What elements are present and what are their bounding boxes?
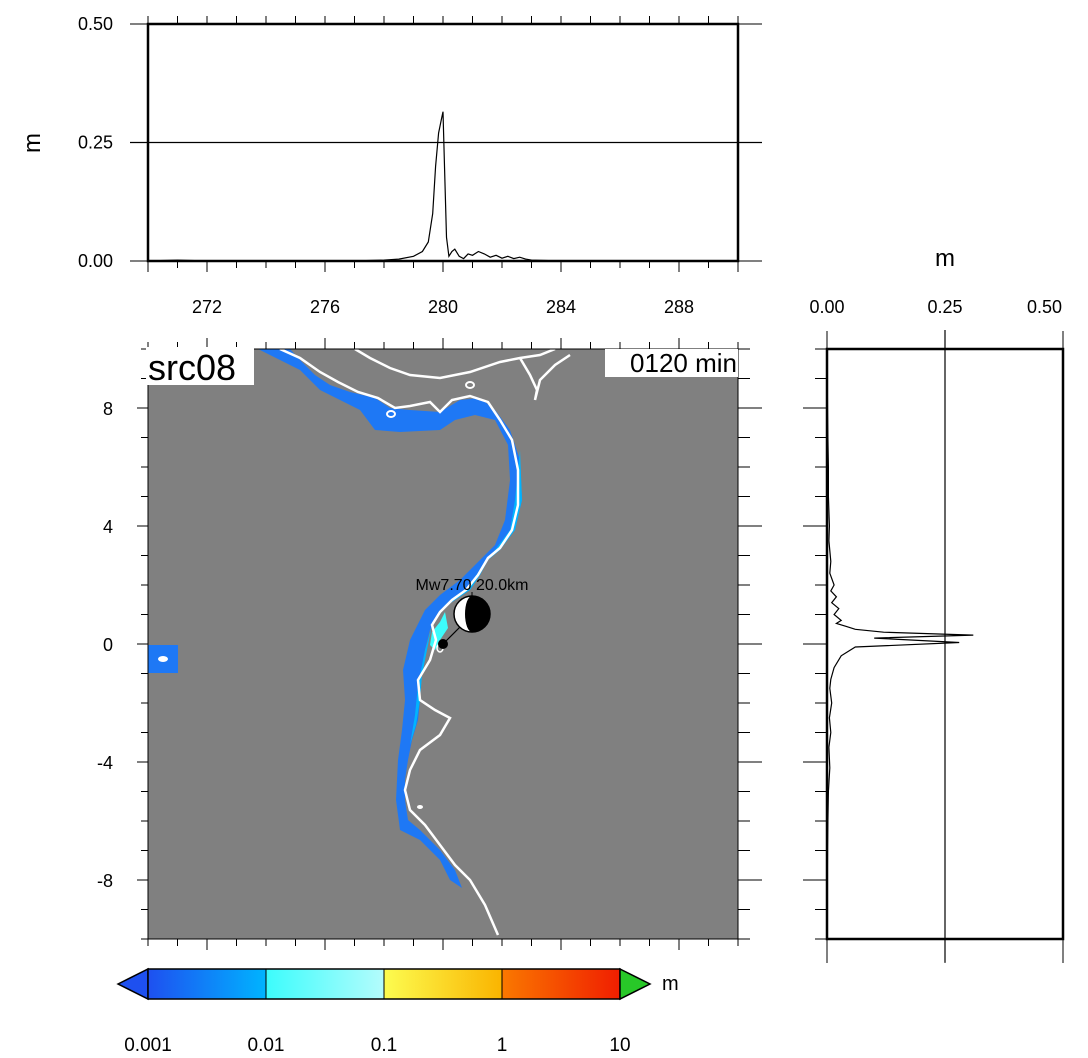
colorbar-under-arrow (116, 967, 149, 1001)
map-y-tick-label: 8 (103, 399, 113, 419)
side-profile-x-tick-label: 0.25 (927, 297, 962, 317)
side-profile-ticks (803, 331, 1064, 963)
colorbar-segment-2 (266, 969, 384, 999)
colorbar-segment-1 (148, 969, 266, 999)
top-profile-x-tick-label: 284 (546, 297, 576, 317)
map-y-tick-label: -4 (97, 753, 113, 773)
wave-band-peak (430, 612, 448, 650)
island-south (417, 805, 423, 809)
wave-patch-west-island (158, 656, 168, 662)
map-y-tick-label: -8 (97, 871, 113, 891)
top-profile-ylabel: m (19, 133, 46, 153)
colorbar-tick-label: 0.001 (124, 1035, 172, 1056)
side-profile-x-tick-label: 0.50 (1027, 297, 1062, 317)
top-profile-y-tick-label: 0.25 (78, 133, 113, 153)
side-profile-x-tick-label: 0.00 (809, 297, 844, 317)
top-profile-tick-labels: 272 276 280 284 288 0.00 0.25 0.50 (78, 14, 694, 317)
event-label: Mw7.70 20.0km (416, 577, 529, 594)
map-y-tick-label: 4 (103, 517, 113, 537)
colorbar-tick-label: 0.01 (248, 1035, 285, 1056)
colorbar-tick-label: 10 (609, 1035, 630, 1056)
top-profile-x-tick-label: 276 (310, 297, 340, 317)
source-label-box (146, 347, 254, 385)
time-label-box (605, 349, 738, 377)
map-ticks (137, 338, 762, 950)
coastline-north (354, 349, 556, 380)
top-profile-frame (146, 22, 740, 263)
side-profile-xlabel: m (935, 245, 955, 272)
beachball-icon (453, 595, 491, 633)
colorbar-unit: m (662, 973, 679, 995)
top-profile-y-tick-label: 0.00 (78, 251, 113, 271)
colorbar-segment-4 (502, 969, 620, 999)
time-label: 0120 min (630, 348, 737, 378)
top-profile-x-tick-label: 280 (428, 297, 458, 317)
colorbar: m 0.001 0.01 0.1 1 10 (116, 967, 679, 1056)
colorbar-tick-labels: 0.001 0.01 0.1 1 10 (124, 1035, 630, 1056)
coastline-main (279, 349, 520, 936)
top-profile-x-tick-label: 288 (664, 297, 694, 317)
map-y-tick-label: 0 (103, 635, 113, 655)
map-tick-labels: 8 4 0 -4 -8 (97, 399, 113, 891)
top-profile-y-tick-label: 0.50 (78, 14, 113, 34)
island-north-1 (386, 410, 396, 418)
coastline-northeast (518, 353, 571, 401)
source-label: src08 (148, 347, 236, 388)
top-profile-x-tick-label: 272 (192, 297, 222, 317)
side-profile-frame (825, 347, 1065, 941)
side-profile-tick-labels: 0.00 0.25 0.50 (809, 297, 1062, 317)
top-profile-panel: m 272 276 280 284 288 0.00 0.25 0.50 (19, 14, 762, 317)
map-panel: 8 4 0 -4 -8 src08 0120 min Mw7.70 20.0km (97, 338, 762, 950)
side-profile-panel: m 0.00 0.25 0.50 (803, 245, 1065, 963)
colorbar-tick-label: 0.1 (371, 1035, 397, 1056)
side-profile-line (826, 348, 974, 940)
colorbar-segment-3 (384, 969, 502, 999)
epicenter-marker (438, 639, 448, 649)
colorbar-tick-label: 1 (497, 1035, 508, 1056)
top-profile-line (147, 111, 738, 262)
colorbar-over-arrow (619, 967, 652, 1001)
map-frame (147, 348, 739, 940)
colorbar-ticks (147, 969, 621, 999)
island-north-2 (465, 381, 475, 389)
